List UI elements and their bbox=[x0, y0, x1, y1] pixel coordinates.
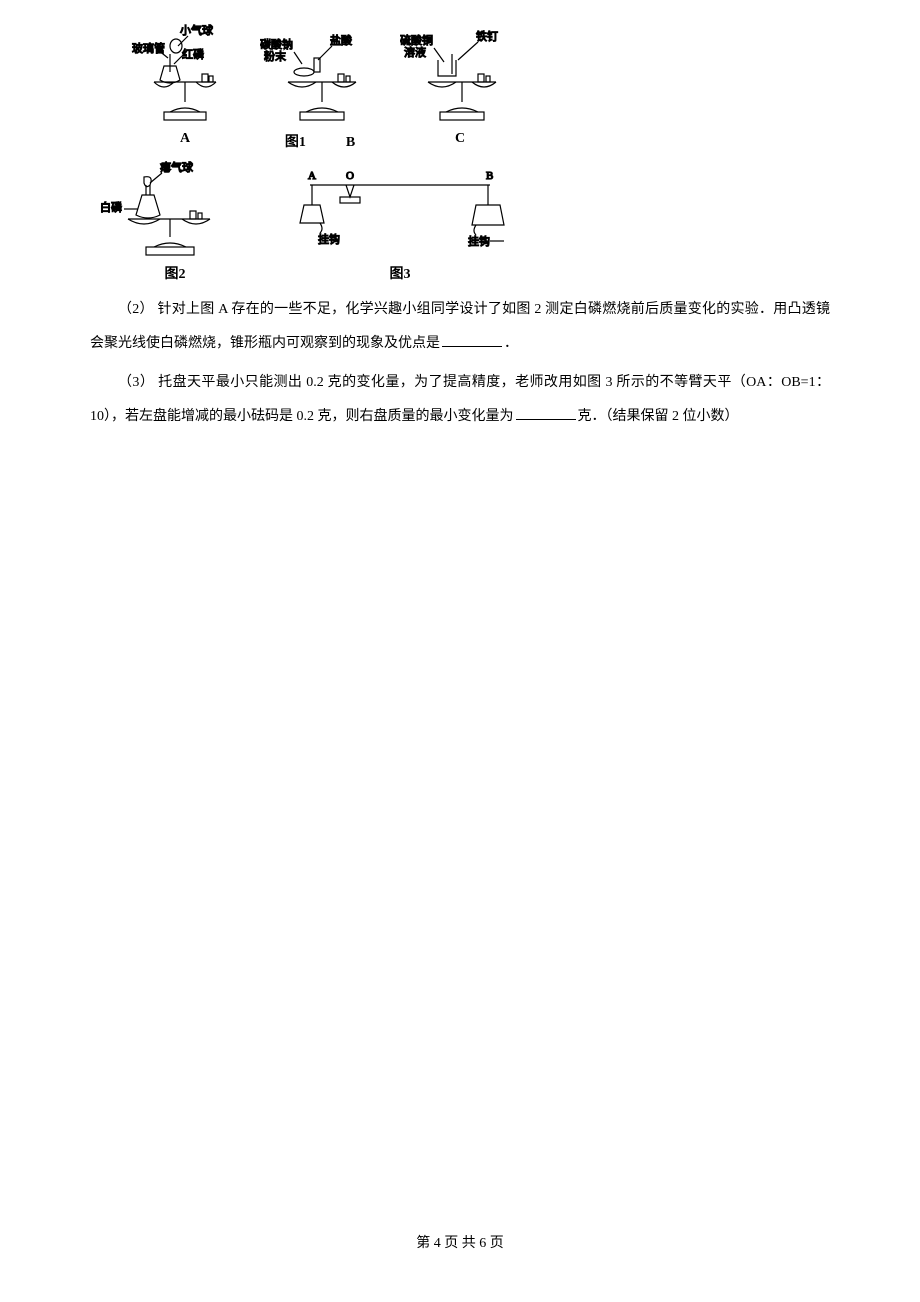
figure-c: 硫酸铜 溶液 铁钉 bbox=[400, 24, 520, 151]
figures-row-2: 瘪气球 白磷 bbox=[90, 161, 830, 283]
fig-a-label-balloon: 小气球 bbox=[180, 24, 213, 37]
figure-3: A O B 挂钩 挂钩 bbox=[290, 161, 510, 283]
fig-3-point-a: A bbox=[308, 170, 316, 182]
figure-a: 玻璃管 小气球 红磷 bbox=[130, 24, 240, 151]
fig-b-label-r: 盐酸 bbox=[330, 33, 352, 47]
fig-c-caption: C bbox=[455, 131, 465, 147]
footer-prefix: 第 bbox=[416, 1236, 434, 1251]
fig-a-label-glass: 玻璃管 bbox=[132, 41, 165, 55]
fig-2-caption: 图2 bbox=[165, 263, 186, 283]
figure-b: 碳酸钠 粉末 盐酸 bbox=[260, 24, 380, 151]
fig-a-caption: A bbox=[180, 131, 190, 147]
fig-3-caption: 图3 bbox=[390, 263, 411, 283]
paragraph-3: （3） 托盘天平最小只能测出 0.2 克的变化量，为了提高精度，老师改用如图 3… bbox=[90, 366, 830, 433]
figure-3-svg: A O B 挂钩 挂钩 bbox=[290, 161, 510, 261]
p2-suffix: ． bbox=[504, 336, 518, 351]
fig-b-caption: B bbox=[346, 135, 355, 151]
fig-c-label-r: 铁钉 bbox=[476, 30, 498, 43]
figure-b-svg: 碳酸钠 粉末 盐酸 bbox=[260, 24, 380, 129]
figures-row-1: 玻璃管 小气球 红磷 bbox=[90, 24, 830, 151]
fig-group1-caption: 图1 bbox=[285, 131, 306, 151]
fig-3-hook-r: 挂钩 bbox=[468, 234, 490, 248]
page-footer: 第 4 页 共 6 页 bbox=[0, 1232, 920, 1252]
fig-b-label-l1: 碳酸钠 bbox=[260, 37, 293, 51]
fig-c-label-l2: 溶液 bbox=[404, 45, 426, 59]
figure-c-svg: 硫酸铜 溶液 铁钉 bbox=[400, 24, 520, 129]
footer-current: 4 bbox=[434, 1236, 441, 1251]
paragraph-2: （2） 针对上图 A 存在的一些不足，化学兴趣小组同学设计了如图 2 测定白磷燃… bbox=[90, 293, 830, 360]
fig-2-label-left: 白磷 bbox=[100, 200, 122, 214]
figure-2: 瘪气球 白磷 bbox=[100, 161, 250, 283]
fig-3-hook-l: 挂钩 bbox=[318, 232, 340, 246]
page-content: 玻璃管 小气球 红磷 bbox=[0, 0, 920, 433]
fig-a-label-phos: 红磷 bbox=[182, 48, 204, 61]
figure-a-svg: 玻璃管 小气球 红磷 bbox=[130, 24, 240, 129]
footer-mid: 页 共 bbox=[441, 1236, 480, 1251]
p2-blank[interactable] bbox=[442, 333, 502, 347]
p3-suffix: 克．（结果保留 2 位小数） bbox=[578, 409, 739, 424]
fig-b-label-l2: 粉末 bbox=[264, 49, 286, 63]
fig-c-label-l1: 硫酸铜 bbox=[400, 33, 433, 47]
fig-3-point-o: O bbox=[346, 170, 354, 182]
p3-blank[interactable] bbox=[516, 406, 576, 420]
fig-3-point-b: B bbox=[486, 170, 493, 182]
figure-2-svg: 瘪气球 白磷 bbox=[100, 161, 250, 261]
fig-2-label-top: 瘪气球 bbox=[160, 161, 193, 174]
footer-suffix: 页 bbox=[486, 1236, 504, 1251]
